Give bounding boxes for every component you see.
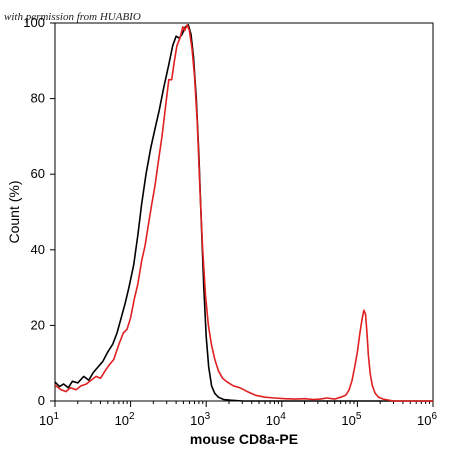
series-group [54,24,433,402]
x-tick-exponent: 3 [205,411,211,422]
x-axis-label: mouse CD8a-PE [190,431,298,447]
x-tick-label: 101 [39,411,59,428]
x-tick-base: 10 [341,413,355,428]
y-axis-ticks: 0 20 40 60 80 100 [23,15,55,408]
x-tick-base: 10 [417,413,431,428]
x-tick-label: 105 [341,411,361,428]
y-tick-label: 40 [31,242,45,257]
x-tick-exponent: 6 [431,411,437,422]
x-tick-base: 10 [190,413,204,428]
y-tick-label: 0 [38,393,45,408]
plot-frame [54,22,434,402]
x-tick-exponent: 5 [356,411,362,422]
x-axis-ticks: 101 102 103 104 105 106 [39,401,437,428]
y-axis-label: Count (%) [6,180,22,243]
y-tick-label: 80 [31,91,45,106]
watermark-text: with permission from HUABIO [4,11,141,23]
x-tick-base: 10 [115,413,129,428]
x-tick-label: 103 [190,411,210,428]
x-tick-base: 10 [39,413,53,428]
x-tick-exponent: 1 [53,411,59,422]
x-tick-label: 102 [115,411,135,428]
y-tick-label: 20 [31,317,45,332]
y-tick-label: 60 [31,166,45,181]
x-tick-exponent: 4 [280,411,286,422]
x-tick-label: 104 [266,411,286,428]
y-tick-label: 100 [23,15,45,30]
histogram-series-line [54,24,433,402]
x-tick-base: 10 [266,413,280,428]
x-tick-label: 106 [417,411,437,428]
histogram-series-line [54,24,433,402]
x-tick-exponent: 2 [129,411,135,422]
